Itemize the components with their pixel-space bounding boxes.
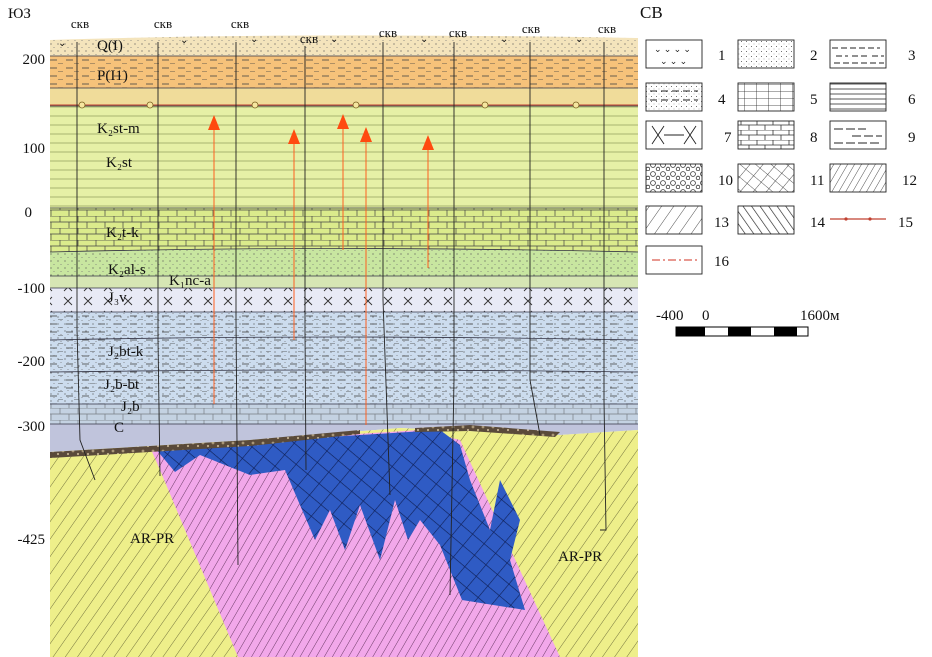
layer-paleogene-base bbox=[50, 88, 638, 106]
legend-number-3: 3 bbox=[908, 48, 916, 64]
legend: ⌄ ⌄ ⌄ ⌄ ⌄ ⌄ ⌄ bbox=[645, 39, 887, 275]
legend-number-16: 16 bbox=[714, 254, 730, 270]
legend-number-15: 15 bbox=[898, 215, 913, 231]
corner-label-sw: ЮЗ bbox=[8, 6, 31, 22]
depth-tick-100: 100 bbox=[23, 141, 46, 157]
legend-number-12: 12 bbox=[902, 173, 917, 189]
svg-text:⌄: ⌄ bbox=[110, 36, 118, 47]
svg-text:⌄: ⌄ bbox=[330, 34, 338, 45]
unit-label-j2bbt: J₂b-bt bbox=[104, 377, 140, 393]
unit-label-j3v: J₃v bbox=[108, 290, 127, 306]
legend-swatch-2 bbox=[737, 39, 795, 69]
marker-horizon-nodes bbox=[78, 101, 580, 109]
svg-text:⌄: ⌄ bbox=[500, 34, 508, 45]
migration-arrows bbox=[213, 127, 429, 425]
legend-swatch-5 bbox=[737, 82, 795, 112]
legend-number-7: 7 bbox=[724, 130, 732, 146]
unit-label-k2tk: K₂t-k bbox=[106, 225, 139, 241]
svg-text:⌄: ⌄ bbox=[420, 34, 428, 45]
svg-text:⌄ ⌄ ⌄: ⌄ ⌄ ⌄ bbox=[660, 56, 687, 66]
arrow-head-2 bbox=[288, 129, 300, 144]
well-label-3: скв bbox=[231, 16, 249, 31]
depth-tick-minus200: -200 bbox=[18, 354, 46, 370]
well-label-4: скв bbox=[300, 31, 318, 46]
unit-label-k2als: K₂al-s bbox=[108, 262, 146, 278]
corner-label-ne: СВ bbox=[640, 3, 663, 22]
legend-number-6: 6 bbox=[908, 92, 916, 108]
gravel-contact-left bbox=[50, 430, 360, 458]
well-label-8: скв bbox=[598, 21, 616, 36]
svg-text:⌄: ⌄ bbox=[180, 35, 188, 46]
legend-swatch-4 bbox=[645, 82, 703, 112]
layer-k1nca bbox=[50, 276, 638, 288]
legend-number-11: 11 bbox=[810, 173, 824, 189]
legend-swatch-15 bbox=[830, 217, 886, 221]
well-lines bbox=[76, 42, 607, 596]
unit-label-p: P(I1) bbox=[97, 68, 128, 84]
well-label-2: скв bbox=[154, 16, 172, 31]
arrow-head-5 bbox=[422, 135, 434, 150]
arrow-head-4 bbox=[360, 127, 372, 142]
legend-number-8: 8 bbox=[810, 130, 818, 146]
cross-section bbox=[50, 30, 638, 657]
depth-tick-minus100: -100 bbox=[18, 281, 46, 297]
unit-label-arpr-right: AR-PR bbox=[558, 549, 602, 565]
legend-swatch-11 bbox=[737, 163, 795, 193]
legend-swatch-6 bbox=[829, 82, 887, 112]
legend-number-13: 13 bbox=[714, 215, 729, 231]
legend-number-9: 9 bbox=[908, 130, 916, 146]
unit-label-k1nca: K₁nc-a bbox=[169, 273, 211, 289]
legend-swatch-10 bbox=[645, 163, 703, 193]
unit-label-c: C bbox=[114, 420, 124, 436]
unit-label-j2btk: J₂bt-k bbox=[108, 344, 144, 360]
legend-swatch-9 bbox=[829, 120, 887, 150]
scale-label-left: -400 bbox=[656, 308, 684, 324]
legend-number-10: 10 bbox=[718, 173, 733, 189]
well-label-6: скв bbox=[449, 25, 467, 40]
scale-label-right: 1600м bbox=[800, 308, 840, 324]
unit-label-arpr-left: AR-PR bbox=[130, 531, 174, 547]
surface-marks: ⌄ ⌄ ⌄ ⌄ ⌄ ⌄ ⌄ ⌄ bbox=[58, 34, 583, 49]
unit-label-k2st: K₂st bbox=[106, 155, 133, 171]
unit-label-j2b: J₂b bbox=[121, 399, 140, 415]
legend-number-14: 14 bbox=[810, 215, 826, 231]
svg-text:⌄: ⌄ bbox=[58, 38, 66, 49]
well-label-1: скв bbox=[71, 16, 89, 31]
svg-text:⌄: ⌄ bbox=[250, 34, 258, 45]
well-label-7: скв bbox=[522, 21, 540, 36]
legend-swatch-16 bbox=[645, 245, 703, 275]
scale-bar: -400 0 1600м bbox=[656, 308, 840, 337]
legend-swatch-14 bbox=[737, 205, 795, 235]
well-label-5: скв bbox=[379, 25, 397, 40]
legend-swatch-13 bbox=[645, 205, 703, 235]
unit-label-q: Q(I) bbox=[97, 38, 123, 54]
depth-tick-200: 200 bbox=[23, 52, 46, 68]
depth-tick-0: 0 bbox=[25, 205, 33, 221]
legend-number-5: 5 bbox=[810, 92, 818, 108]
intrusion-blue bbox=[155, 430, 525, 610]
depth-tick-minus300: -300 bbox=[18, 419, 46, 435]
arrow-head-1 bbox=[208, 115, 220, 130]
svg-text:⌄: ⌄ bbox=[575, 34, 583, 45]
depth-tick-minus425: -425 bbox=[18, 532, 46, 548]
gravel-contact-right bbox=[415, 425, 560, 437]
legend-swatch-12 bbox=[829, 163, 887, 193]
legend-number-4: 4 bbox=[718, 92, 726, 108]
arrow-head-3 bbox=[337, 114, 349, 129]
scale-label-zero: 0 bbox=[702, 308, 710, 324]
legend-swatch-8 bbox=[737, 120, 795, 150]
legend-number-1: 1 bbox=[718, 48, 726, 64]
legend-swatch-7 bbox=[645, 120, 703, 150]
legend-swatch-1: ⌄ ⌄ ⌄ ⌄ ⌄ ⌄ ⌄ bbox=[645, 39, 703, 69]
legend-number-2: 2 bbox=[810, 48, 818, 64]
svg-text:⌄ ⌄ ⌄ ⌄: ⌄ ⌄ ⌄ ⌄ bbox=[654, 44, 691, 54]
legend-swatch-3 bbox=[829, 39, 887, 69]
unit-label-k2stm: K₂st-m bbox=[97, 121, 140, 137]
